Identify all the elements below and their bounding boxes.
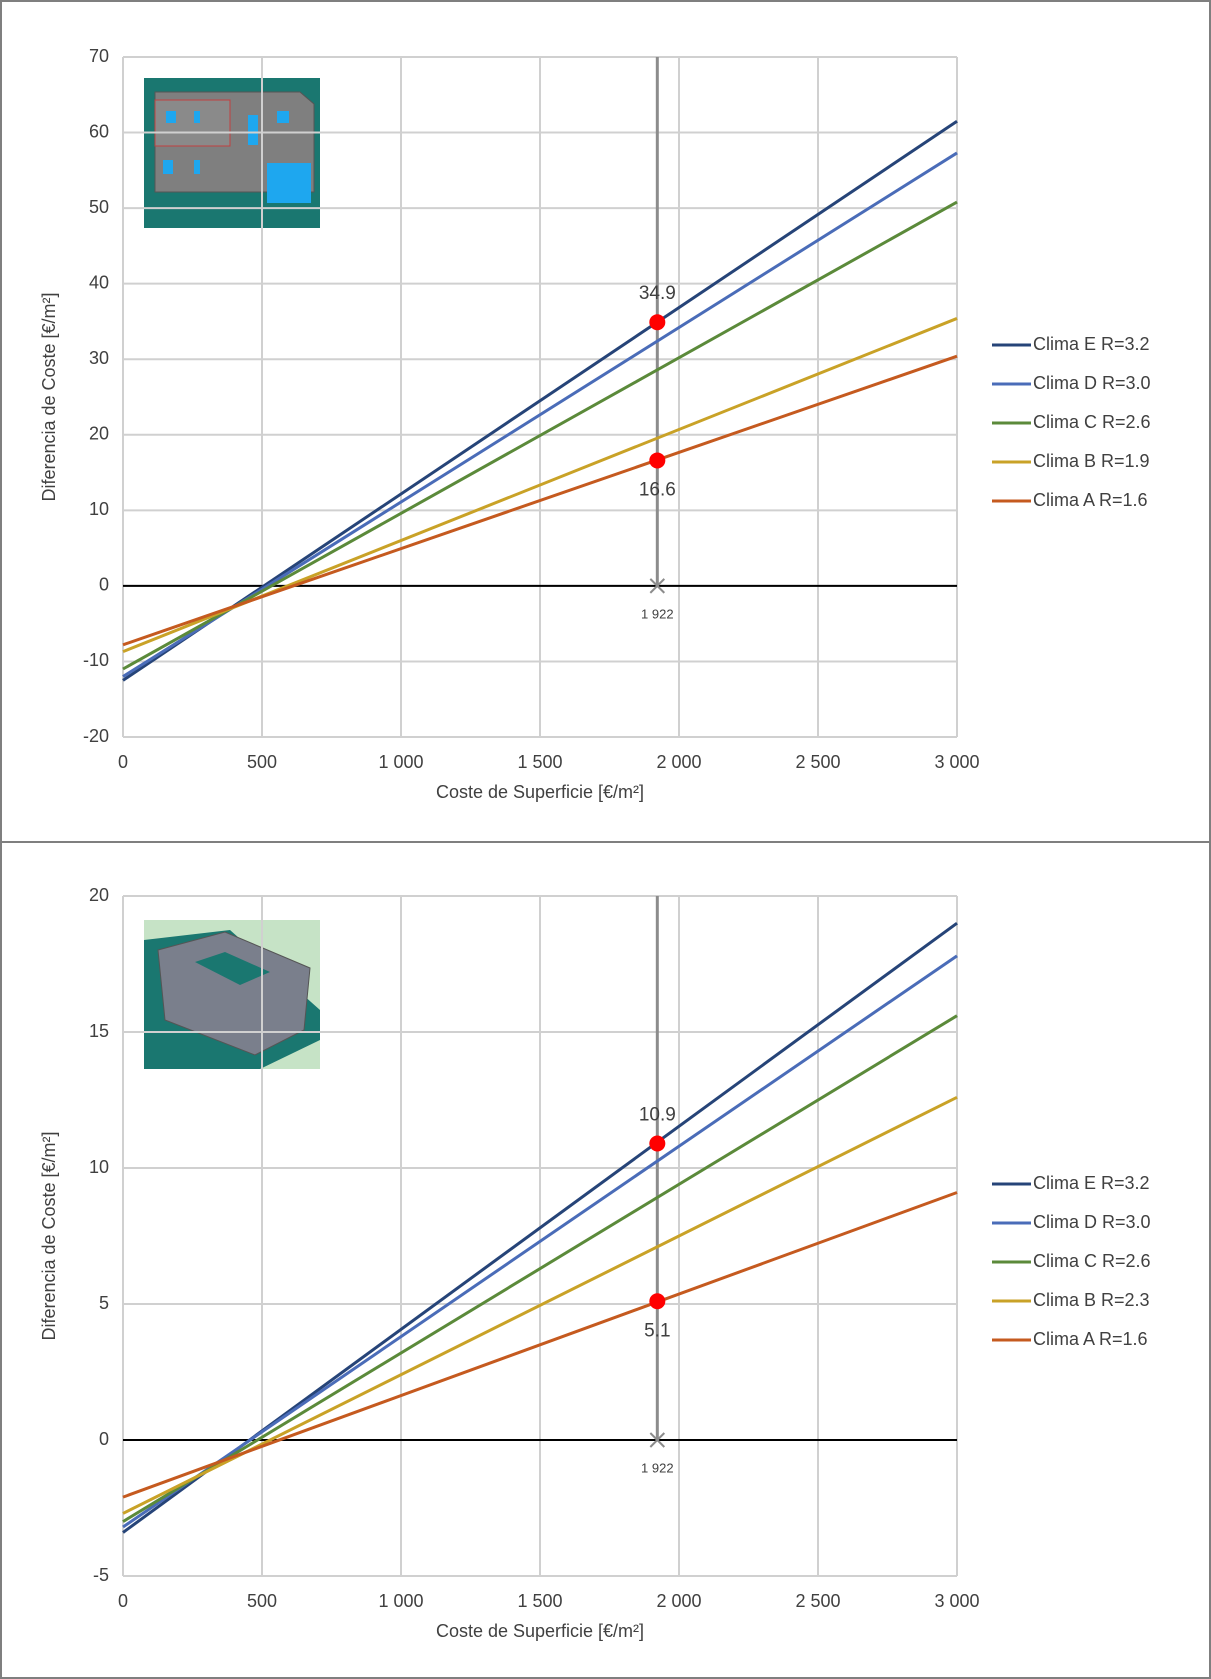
point-label: 16.6	[639, 479, 676, 500]
x-tick-label: 0	[118, 1591, 128, 1611]
reference-label: 1 922	[641, 606, 674, 621]
page: -20-1001020304050607005001 0001 5002 000…	[0, 0, 1211, 1679]
legend-label: Clima E R=3.2	[1033, 1173, 1150, 1193]
legend-label: Clima C R=2.6	[1033, 1251, 1151, 1271]
legend-label: Clima A R=1.6	[1033, 490, 1148, 510]
y-tick-label: 10	[89, 1157, 109, 1177]
highlight-point	[649, 1136, 665, 1152]
x-tick-label: 3 000	[934, 1591, 979, 1611]
y-tick-label: 5	[99, 1293, 109, 1313]
y-tick-label: -20	[83, 726, 109, 746]
y-tick-label: 10	[89, 499, 109, 519]
y-axis-title: Diferencia de Coste [€/m²]	[39, 1131, 59, 1340]
y-tick-label: 30	[89, 348, 109, 368]
x-tick-label: 3 000	[934, 752, 979, 772]
y-tick-label: -10	[83, 650, 109, 670]
y-tick-label: 70	[89, 46, 109, 66]
point-label: 34.9	[639, 283, 676, 304]
x-axis-title: Coste de Superficie [€/m²]	[436, 782, 644, 802]
legend-label: Clima B R=1.9	[1033, 451, 1150, 471]
y-tick-label: 0	[99, 575, 109, 595]
thumbnail-block	[144, 920, 320, 1069]
highlight-point	[649, 1293, 665, 1309]
x-tick-label: 2 500	[795, 752, 840, 772]
x-tick-label: 1 500	[517, 1591, 562, 1611]
y-tick-label: 0	[99, 1429, 109, 1449]
x-tick-label: 500	[247, 1591, 277, 1611]
legend-label: Clima D R=3.0	[1033, 373, 1151, 393]
x-axis-title: Coste de Superficie [€/m²]	[436, 1621, 644, 1641]
x-tick-label: 2 000	[656, 752, 701, 772]
y-tick-label: 60	[89, 121, 109, 141]
y-tick-label: -5	[93, 1565, 109, 1585]
y-tick-label: 20	[89, 424, 109, 444]
legend-label: Clima D R=3.0	[1033, 1212, 1151, 1232]
reference-label: 1 922	[641, 1460, 674, 1475]
y-tick-label: 40	[89, 272, 109, 292]
x-tick-label: 1 000	[378, 1591, 423, 1611]
point-label: 10.9	[639, 1105, 676, 1126]
y-tick-label: 15	[89, 1021, 109, 1041]
x-tick-label: 1 000	[378, 752, 423, 772]
y-axis-title: Diferencia de Coste [€/m²]	[39, 292, 59, 501]
point-label: 5.1	[644, 1320, 670, 1341]
y-tick-label: 20	[89, 885, 109, 905]
legend-label: Clima E R=3.2	[1033, 334, 1150, 354]
x-tick-label: 500	[247, 752, 277, 772]
x-tick-label: 2 000	[656, 1591, 701, 1611]
x-tick-label: 0	[118, 752, 128, 772]
thumbnail-house	[144, 78, 320, 228]
highlight-point	[649, 452, 665, 468]
highlight-point	[649, 314, 665, 330]
legend-label: Clima A R=1.6	[1033, 1329, 1148, 1349]
x-tick-label: 1 500	[517, 752, 562, 772]
legend-label: Clima B R=2.3	[1033, 1290, 1150, 1310]
x-tick-label: 2 500	[795, 1591, 840, 1611]
legend-label: Clima C R=2.6	[1033, 412, 1151, 432]
y-tick-label: 50	[89, 197, 109, 217]
